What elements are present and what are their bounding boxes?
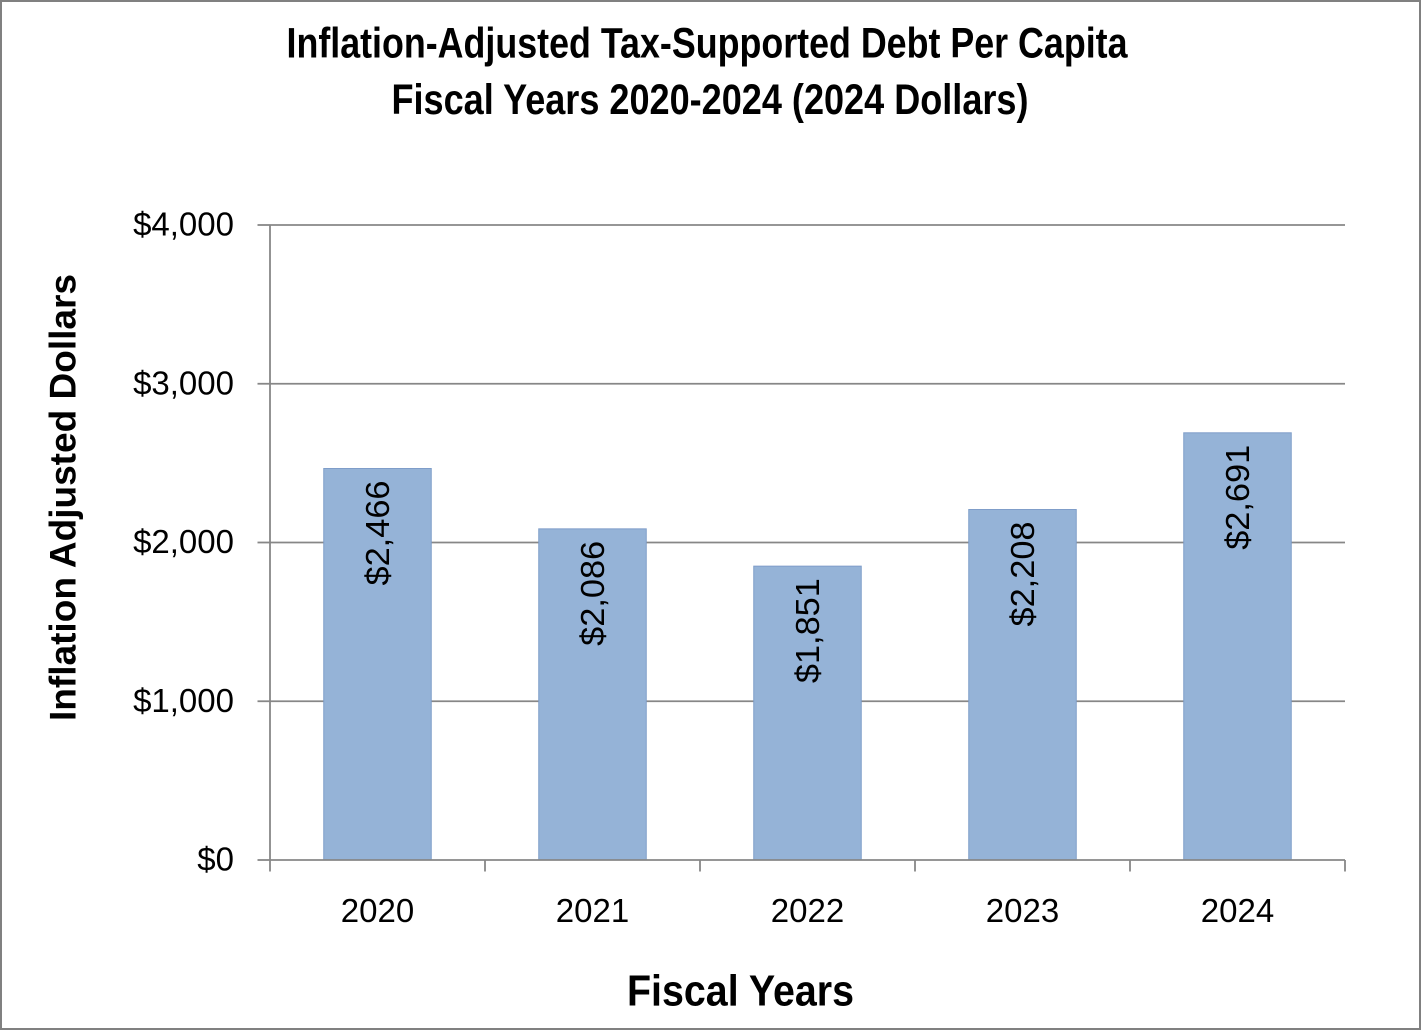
svg-text:Inflation-Adjusted Tax-Support: Inflation-Adjusted Tax-Supported Debt Pe…: [287, 20, 1129, 68]
svg-text:2022: 2022: [771, 892, 844, 929]
svg-text:Fiscal Years 2020-2024 (2024 D: Fiscal Years 2020-2024 (2024 Dollars): [392, 76, 1029, 124]
svg-text:$2,086: $2,086: [574, 541, 611, 646]
svg-text:2023: 2023: [986, 892, 1059, 929]
svg-text:$1,851: $1,851: [789, 578, 826, 683]
svg-text:$1,000: $1,000: [133, 682, 234, 719]
svg-text:2020: 2020: [341, 892, 414, 929]
svg-text:$2,000: $2,000: [133, 523, 234, 560]
svg-text:$2,208: $2,208: [1004, 522, 1041, 627]
svg-text:2024: 2024: [1201, 892, 1274, 929]
svg-text:2021: 2021: [556, 892, 629, 929]
svg-text:Fiscal Years: Fiscal Years: [627, 967, 854, 1016]
svg-text:Inflation Adjusted Dollars: Inflation Adjusted Dollars: [43, 274, 84, 721]
svg-text:$2,691: $2,691: [1219, 445, 1256, 550]
svg-text:$2,466: $2,466: [359, 481, 396, 586]
svg-text:$3,000: $3,000: [133, 364, 234, 401]
svg-text:$4,000: $4,000: [133, 206, 234, 243]
svg-text:$0: $0: [197, 841, 234, 878]
